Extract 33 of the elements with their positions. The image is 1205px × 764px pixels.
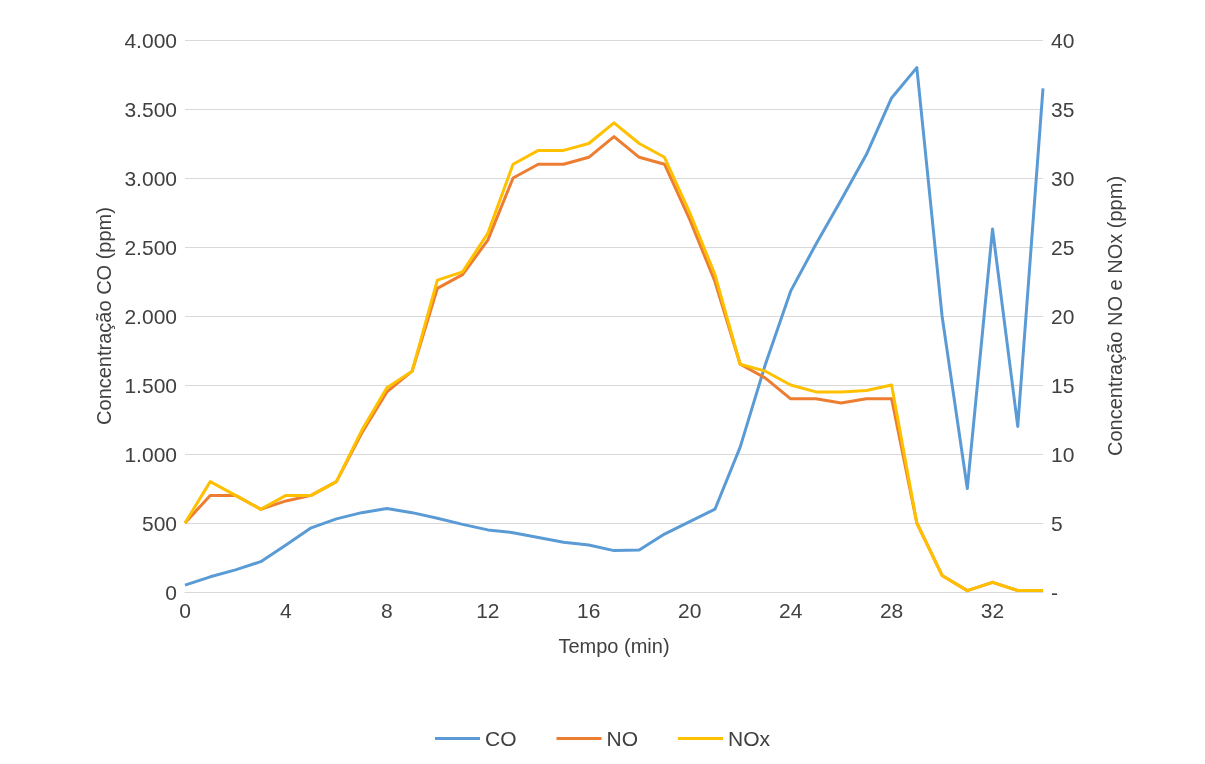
y2-tick-label: 25 xyxy=(1051,235,1075,259)
y-tick-label: 2.500 xyxy=(124,235,177,259)
y2-tick-label: 35 xyxy=(1051,97,1075,121)
x-tick-label: 4 xyxy=(280,599,293,622)
x-tick-label: 24 xyxy=(778,599,803,622)
legend-label: NO xyxy=(606,727,638,750)
y2-tick-label: 30 xyxy=(1051,166,1075,190)
y-tick-label: 500 xyxy=(141,511,177,535)
x-tick-label: 16 xyxy=(577,599,601,622)
y2-tick-label: 10 xyxy=(1051,442,1075,466)
x-tick-label: 20 xyxy=(678,599,702,622)
legend-label: CO xyxy=(485,727,517,750)
y-tick-label: 4.000 xyxy=(124,28,177,52)
x-tick-label: 12 xyxy=(476,599,500,622)
y-tick-label: 3.000 xyxy=(124,166,177,190)
y2-tick-label: 5 xyxy=(1051,511,1063,535)
y-tick-label: 0 xyxy=(165,580,177,604)
legend-label: NOx xyxy=(728,727,771,750)
y2-tick-label: 15 xyxy=(1051,373,1075,397)
y-tick-label: 1.000 xyxy=(124,442,177,466)
y2-tick-label: 20 xyxy=(1051,304,1075,328)
x-tick-label: 0 xyxy=(179,599,191,622)
x-tick-label: 28 xyxy=(879,599,904,622)
y2-axis-title: Concentração NO e NOx (ppm) xyxy=(1104,175,1126,457)
y2-tick-label: - xyxy=(1051,580,1058,604)
y-axis-title: Concentração CO (ppm) xyxy=(92,207,115,425)
x-tick-label: 8 xyxy=(381,599,393,622)
x-axis-title: Tempo (min) xyxy=(558,635,670,657)
y-tick-label: 2.000 xyxy=(124,304,177,328)
y2-tick-label: 40 xyxy=(1051,28,1075,52)
y-tick-label: 3.500 xyxy=(124,97,177,121)
y-tick-label: 1.500 xyxy=(124,373,177,397)
x-tick-label: 32 xyxy=(980,599,1005,622)
